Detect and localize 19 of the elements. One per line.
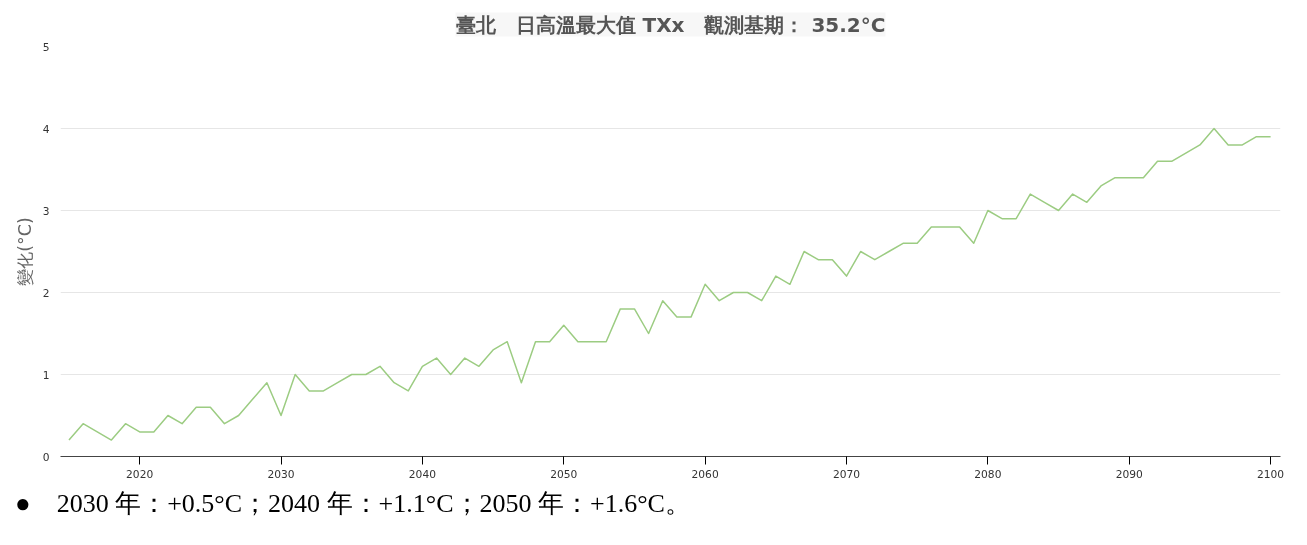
x-tick-label: 2100 [1257,467,1285,481]
text: ● 2030 年：+0.5°C；2040 年：+1.1°C；2050 年：+1.6°C。 [15,488,691,520]
x-tick-label: 2050 [550,467,578,481]
x-tick-label: 2090 [1115,467,1144,481]
line-series [68,127,1272,441]
y-tick-label: 2 [42,286,50,300]
x-tick-label: 2020 [126,467,154,481]
x-tick-label: 2080 [974,467,1002,481]
y-tick-label: 0 [42,450,50,464]
x-tick-label: 2070 [832,467,861,481]
x-tick-label: 2060 [691,467,719,481]
x-tick-label: 2030 [267,467,295,481]
y-tick-label: 3 [42,204,50,218]
chart-title: 臺北 日高溫最大值 TXx 觀測基期： 35.2°C [455,12,886,37]
y-tick-label: 5 [42,40,50,54]
y-axis-title: 變化(°C) [14,217,35,286]
x-tick-label: 2040 [408,467,437,481]
y-tick-label: 4 [42,122,50,136]
y-tick-label: 1 [42,368,50,382]
